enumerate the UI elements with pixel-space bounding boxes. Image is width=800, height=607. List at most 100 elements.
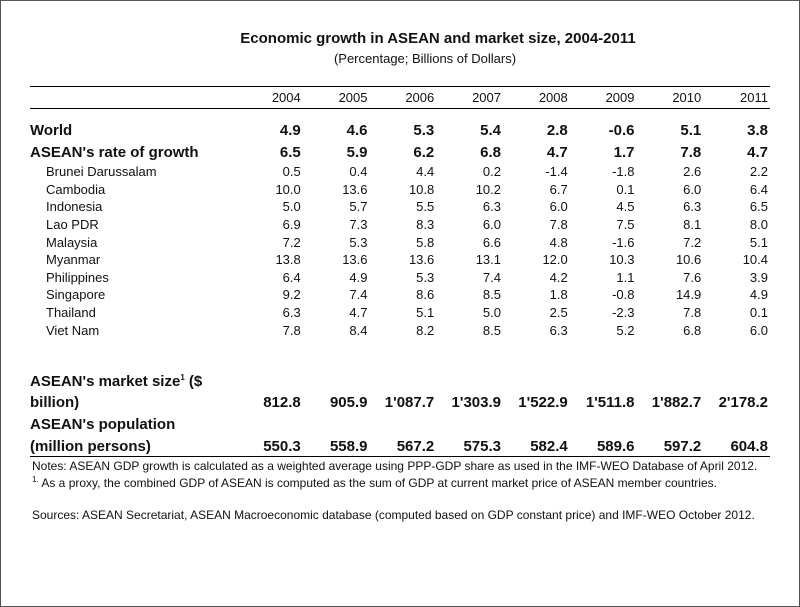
row-label: Viet Nam	[46, 322, 100, 338]
table-row: Cambodia 10.0 13.6 10.8 10.2 6.7 0.1 6.0 6.4	[30, 181, 770, 199]
row-label: Myanmar	[46, 252, 101, 268]
table-row: Brunei Darussalam 0.5 0.4 4.4 0.2 -1.4 -1.8 2.6…	[30, 163, 770, 181]
value-cell: 5.0	[282, 199, 301, 215]
value-cell: 5.1	[416, 305, 435, 321]
value-cell: 1.8	[549, 287, 568, 303]
value-cell: 6.2	[413, 143, 435, 161]
value-cell: 6.0	[749, 322, 768, 338]
value-cell: 8.5	[482, 322, 501, 338]
value-cell: 5.8	[416, 234, 435, 250]
value-cell: 6.5	[279, 143, 301, 161]
market-size-label-row: ASEAN's market size1 ($	[30, 371, 770, 391]
year-header-cell: 2008	[538, 89, 568, 105]
row-label: Singapore	[46, 287, 106, 303]
value-cell: 7.8	[683, 305, 702, 321]
value-cell: 8.1	[683, 217, 702, 233]
population-label: ASEAN's population	[30, 415, 176, 433]
value-cell: 905.9	[329, 393, 368, 411]
market-size-row: billion) 812.8 905.9 1'087.7 1'303.9 1'522.9…	[30, 391, 770, 413]
value-cell: 4.7	[546, 143, 568, 161]
row-label: Brunei Darussalam	[46, 164, 157, 180]
table-row: Viet Nam 7.8 8.4 8.2 8.5 6.3 5.2 6.8 6.0	[30, 321, 770, 339]
value-cell: 7.4	[482, 269, 501, 285]
value-cell: 6.6	[482, 234, 501, 250]
value-cell: 13.8	[275, 252, 301, 268]
value-cell: 812.8	[263, 393, 301, 411]
population-label-row: ASEAN's population	[30, 413, 770, 435]
value-cell: 13.6	[342, 252, 368, 268]
value-cell: 7.2	[683, 234, 702, 250]
value-cell: 5.7	[349, 199, 368, 215]
value-cell: 1'522.9	[518, 393, 568, 411]
market-size-label-line2: billion)	[30, 393, 80, 411]
value-cell: 604.8	[730, 437, 769, 455]
value-cell: 8.5	[482, 287, 501, 303]
value-cell: 13.6	[408, 252, 435, 268]
value-cell: 1.7	[613, 143, 635, 161]
value-cell: 7.8	[680, 143, 702, 161]
market-size-label-text: ASEAN's market size	[30, 372, 181, 390]
value-cell: 5.3	[413, 121, 435, 139]
value-cell: 4.2	[549, 269, 568, 285]
value-cell: 7.2	[282, 234, 301, 250]
value-cell: 12.0	[542, 252, 568, 268]
table-row: Lao PDR 6.9 7.3 8.3 6.0 7.8 7.5 8.1 8.0	[30, 216, 770, 234]
population-label-line2: (million persons)	[30, 437, 151, 455]
value-cell: 8.0	[749, 217, 768, 233]
row-label: ASEAN's rate of growth	[30, 143, 199, 161]
note-footnote-marker: 1.	[32, 475, 39, 484]
row-label: Thailand	[46, 305, 96, 321]
value-cell: 6.0	[482, 217, 501, 233]
value-cell: 6.9	[282, 217, 301, 233]
table-row: World 4.9 4.6 5.3 5.4 2.8 -0.6 5.1 3.8	[30, 119, 770, 141]
value-cell: 10.4	[742, 252, 768, 268]
market-size-label: ASEAN's market size1 ($	[30, 371, 770, 391]
value-cell: 4.5	[616, 199, 635, 215]
value-cell: 13.6	[342, 181, 368, 197]
table-row: Myanmar 13.8 13.6 13.6 13.1 12.0 10.3 10.6 10.4	[30, 251, 770, 269]
value-cell: 6.3	[549, 322, 568, 338]
value-cell: 6.5	[749, 199, 768, 215]
year-header-cell: 2009	[605, 89, 635, 105]
value-cell: -0.6	[608, 121, 635, 139]
header-label-cell	[30, 88, 236, 106]
value-cell: 567.2	[396, 437, 435, 455]
value-cell: 3.8	[747, 121, 768, 139]
sources-note: Sources: ASEAN Secretariat, ASEAN Macroe…	[32, 508, 755, 522]
value-cell: 6.4	[749, 181, 768, 197]
header-top-rule	[30, 86, 770, 87]
year-header-cell: 2010	[672, 89, 702, 105]
table-row: Indonesia 5.0 5.7 5.5 6.3 6.0 4.5 6.3 6.5	[30, 198, 770, 216]
value-cell: 582.4	[530, 437, 568, 455]
value-cell: 6.3	[282, 305, 301, 321]
row-label: Malaysia	[46, 234, 98, 250]
value-cell: 5.3	[416, 269, 435, 285]
value-cell: 8.4	[349, 322, 368, 338]
value-cell: 5.0	[482, 305, 501, 321]
country-rows: Brunei Darussalam 0.5 0.4 4.4 0.2 -1.4 -1.8 2.6…	[30, 163, 770, 339]
value-cell: 4.8	[549, 234, 568, 250]
value-cell: 1.1	[616, 269, 635, 285]
value-cell: 1'511.8	[585, 393, 635, 411]
value-cell: 6.3	[482, 199, 501, 215]
value-cell: 9.2	[282, 287, 301, 303]
value-cell: 4.6	[346, 121, 368, 139]
value-cell: 8.3	[416, 217, 435, 233]
value-cell: 597.2	[663, 437, 702, 455]
table-bottom-rule	[30, 456, 770, 457]
row-label: Philippines	[46, 269, 109, 285]
value-cell: 8.2	[416, 322, 435, 338]
value-cell: 7.3	[349, 217, 368, 233]
value-cell: 6.8	[683, 322, 702, 338]
year-header-row: 2004 2005 2006 2007 2008 2009 2010 2011	[30, 88, 770, 106]
value-cell: 7.4	[349, 287, 368, 303]
table-row: Singapore 9.2 7.4 8.6 8.5 1.8 -0.8 14.9 4.9	[30, 286, 770, 304]
value-cell: 0.4	[349, 164, 368, 180]
value-cell: 6.0	[549, 199, 568, 215]
value-cell: 4.9	[279, 121, 301, 139]
value-cell: 4.9	[749, 287, 768, 303]
market-size-label-suffix: ($	[184, 372, 203, 390]
value-cell: 5.3	[349, 234, 368, 250]
value-cell: 575.3	[463, 437, 501, 455]
value-cell: 1'087.7	[384, 393, 435, 411]
